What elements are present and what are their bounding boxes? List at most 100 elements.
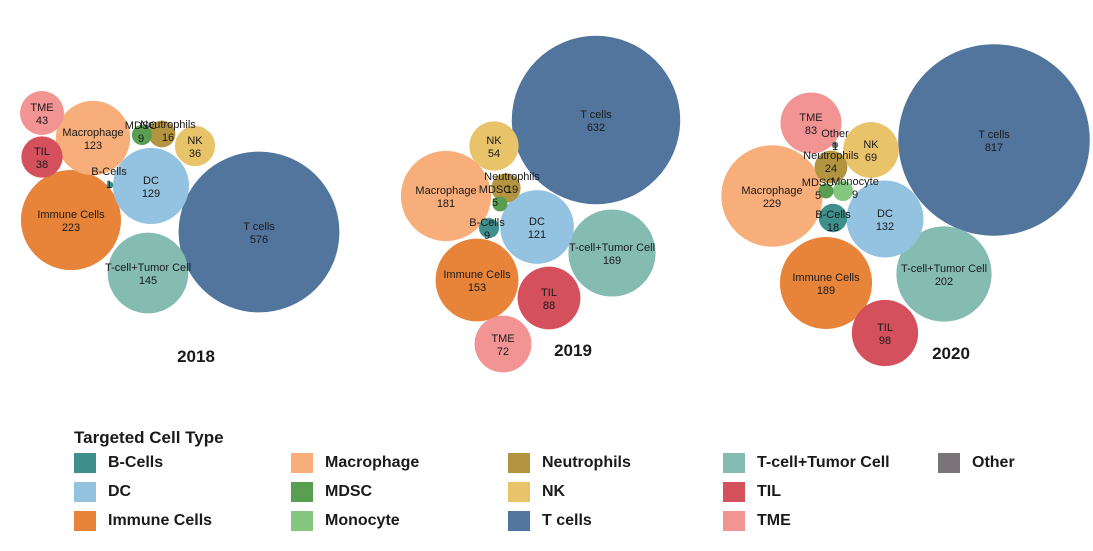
legend-swatch-til bbox=[723, 482, 745, 502]
bubble-t-cell-tumor-cell-2018 bbox=[107, 232, 189, 314]
bubble-label-nk-2020: NK bbox=[863, 139, 879, 151]
bubble-label-t-cells-2020: T cells bbox=[978, 129, 1010, 141]
bubble-macrophage-2018 bbox=[55, 100, 131, 176]
bubble-value-dc-2018: 129 bbox=[142, 188, 160, 200]
bubble-label-t-cells-2019: T cells bbox=[580, 109, 612, 121]
bubble-value-nk-2020: 69 bbox=[865, 152, 877, 164]
legend-swatch-dc bbox=[74, 482, 96, 502]
legend-swatch-other bbox=[938, 453, 960, 473]
bubble-value-b-cells-2018: 1 bbox=[106, 179, 112, 191]
legend-label-mdsc: MDSC bbox=[325, 483, 373, 500]
bubble-value-nk-2019: 54 bbox=[488, 148, 500, 160]
legend-swatch-monocyte bbox=[291, 511, 313, 531]
bubble-value-neutrophils-2020: 24 bbox=[825, 163, 837, 175]
bubble-immune-cells-2020 bbox=[779, 236, 873, 330]
legend-item-t-cell-tumor-cell: T-cell+Tumor Cell bbox=[723, 452, 938, 474]
bubble-label-tme-2018: TME bbox=[30, 102, 53, 114]
legend-item-b-cells: B-Cells bbox=[74, 452, 291, 474]
bubble-dc-2018 bbox=[112, 147, 190, 225]
bubble-mdsc-2019 bbox=[492, 196, 508, 212]
bubble-neutrophils-2018 bbox=[148, 120, 176, 148]
bubble-til-2020 bbox=[851, 299, 919, 367]
bubble-value-t-cells-2018: 576 bbox=[250, 234, 268, 246]
bubble-other-2020 bbox=[831, 141, 839, 149]
bubble-b-cells-2020 bbox=[818, 203, 848, 233]
bubble-label-immune-cells-2019: Immune Cells bbox=[443, 269, 511, 281]
legend-label-immune-cells: Immune Cells bbox=[108, 512, 213, 529]
bubble-label-til-2020: TIL bbox=[877, 322, 893, 334]
year-label-2020: 2020 bbox=[932, 344, 970, 363]
legend-grid: B-Cells Macrophage Neutrophils T-cell+Tumor… bbox=[74, 452, 1074, 532]
bubble-value-tme-2020: 83 bbox=[805, 125, 817, 137]
legend-swatch-t-cells bbox=[508, 511, 530, 531]
bubble-value-dc-2020: 132 bbox=[876, 221, 894, 233]
bubble-label-neutrophils-2019: Neutrophils bbox=[484, 171, 540, 183]
bubble-value-macrophage-2019: 181 bbox=[437, 198, 455, 210]
bubble-macrophage-2019 bbox=[400, 150, 492, 242]
legend-item-monocyte: Monocyte bbox=[291, 510, 508, 532]
bubble-nk-2018 bbox=[174, 125, 216, 167]
bubble-dc-2019 bbox=[500, 190, 574, 264]
bubble-t-cell-tumor-cell-2019 bbox=[568, 209, 656, 297]
bubble-til-2019 bbox=[517, 266, 581, 330]
bubble-value-immune-cells-2020: 189 bbox=[817, 285, 835, 297]
legend-swatch-nk bbox=[508, 482, 530, 502]
bubble-value-til-2020: 98 bbox=[879, 335, 891, 347]
bubble-label-nk-2018: NK bbox=[187, 135, 203, 147]
bubble-label-dc-2018: DC bbox=[143, 175, 159, 187]
bubble-dc-2020 bbox=[846, 180, 924, 258]
bubble-label-mdsc-2018: MDSC bbox=[125, 120, 157, 132]
bubble-label-dc-2019: DC bbox=[529, 216, 545, 228]
bubble-label-b-cells-2020: B-Cells bbox=[815, 209, 851, 221]
bubble-monocyte-2020 bbox=[832, 180, 854, 202]
bubble-b-cells-2018 bbox=[106, 181, 114, 189]
legend-swatch-b-cells bbox=[74, 453, 96, 473]
bubble-label-tme-2019: TME bbox=[491, 333, 514, 345]
bubble-label-t-cell-tumor-cell-2018: T-cell+Tumor Cell bbox=[105, 262, 191, 274]
bubble-value-macrophage-2018: 123 bbox=[84, 140, 102, 152]
bubble-mdsc-2020 bbox=[818, 183, 834, 199]
legend-item-immune-cells: Immune Cells bbox=[74, 510, 291, 532]
bubble-label-t-cell-tumor-cell-2019: T-cell+Tumor Cell bbox=[569, 242, 655, 254]
bubble-value-t-cells-2019: 632 bbox=[587, 122, 605, 134]
bubble-value-mdsc-2019: 5 bbox=[492, 197, 498, 209]
bubble-label-til-2018: TIL bbox=[34, 146, 50, 158]
bubble-label-tme-2020: TME bbox=[799, 112, 822, 124]
bubble-t-cells-2019 bbox=[511, 35, 681, 205]
bubble-t-cell-tumor-cell-2020 bbox=[896, 226, 992, 322]
bubble-tme-2020 bbox=[780, 92, 842, 154]
year-label-2019: 2019 bbox=[554, 341, 592, 360]
bubble-value-t-cells-2020: 817 bbox=[985, 142, 1003, 154]
bubble-label-t-cell-tumor-cell-2020: T-cell+Tumor Cell bbox=[901, 263, 987, 275]
legend-item-tme: TME bbox=[723, 510, 938, 532]
bubble-nk-2020 bbox=[843, 122, 899, 178]
bubble-neutrophils-2020 bbox=[814, 150, 848, 184]
bubble-label-macrophage-2019: Macrophage bbox=[415, 185, 476, 197]
bubble-value-neutrophils-2018: 16 bbox=[162, 132, 174, 144]
legend-item-other: Other bbox=[938, 452, 1058, 474]
bubble-immune-cells-2019 bbox=[435, 238, 519, 322]
bubble-label-nk-2019: NK bbox=[486, 135, 502, 147]
bubble-label-dc-2020: DC bbox=[877, 208, 893, 220]
bubble-immune-cells-2018 bbox=[20, 169, 122, 271]
legend: Targeted Cell Type B-Cells Macrophage Neut… bbox=[74, 428, 1074, 532]
bubble-label-monocyte-2020: Monocyte bbox=[831, 176, 879, 188]
legend-spacer bbox=[938, 481, 1058, 503]
legend-label-other: Other bbox=[972, 454, 1015, 471]
legend-item-t-cells: T cells bbox=[508, 510, 723, 532]
legend-label-t-cells: T cells bbox=[542, 512, 592, 529]
bubble-value-t-cell-tumor-cell-2020: 202 bbox=[935, 276, 953, 288]
bubble-value-other-2020: 1 bbox=[832, 141, 838, 153]
legend-swatch-neutrophils bbox=[508, 453, 530, 473]
bubble-value-tme-2019: 72 bbox=[497, 346, 509, 358]
legend-swatch-macrophage bbox=[291, 453, 313, 473]
legend-label-macrophage: Macrophage bbox=[325, 454, 420, 471]
legend-item-neutrophils: Neutrophils bbox=[508, 452, 723, 474]
bubble-value-t-cell-tumor-cell-2018: 145 bbox=[139, 275, 157, 287]
legend-label-nk: NK bbox=[542, 483, 566, 500]
legend-label-til: TIL bbox=[757, 483, 781, 500]
legend-swatch-tme bbox=[723, 511, 745, 531]
